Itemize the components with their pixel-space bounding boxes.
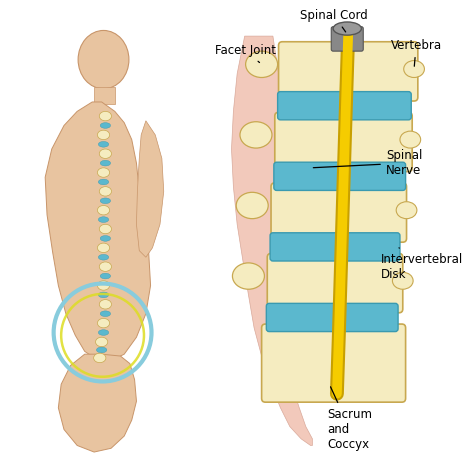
Ellipse shape	[99, 224, 111, 234]
Ellipse shape	[100, 198, 110, 204]
Ellipse shape	[96, 337, 108, 347]
Ellipse shape	[94, 353, 106, 363]
Polygon shape	[58, 354, 137, 452]
Ellipse shape	[97, 243, 109, 253]
Ellipse shape	[396, 202, 417, 219]
Text: Spinal
Nerve: Spinal Nerve	[313, 149, 422, 177]
FancyBboxPatch shape	[271, 183, 407, 242]
Ellipse shape	[97, 205, 109, 215]
FancyBboxPatch shape	[267, 254, 403, 313]
Ellipse shape	[98, 292, 109, 298]
Ellipse shape	[97, 168, 109, 177]
Ellipse shape	[392, 272, 413, 289]
Ellipse shape	[232, 263, 264, 289]
Ellipse shape	[98, 329, 109, 336]
Ellipse shape	[97, 130, 109, 139]
Ellipse shape	[98, 217, 109, 222]
Ellipse shape	[100, 235, 110, 241]
Polygon shape	[231, 36, 312, 446]
FancyBboxPatch shape	[270, 233, 400, 261]
Ellipse shape	[78, 30, 129, 89]
Polygon shape	[94, 87, 115, 104]
Ellipse shape	[99, 300, 111, 309]
Ellipse shape	[99, 187, 111, 196]
Ellipse shape	[97, 281, 109, 290]
Ellipse shape	[99, 262, 111, 271]
Ellipse shape	[98, 141, 109, 147]
Ellipse shape	[100, 311, 110, 316]
FancyBboxPatch shape	[275, 112, 412, 172]
Ellipse shape	[100, 273, 110, 279]
Ellipse shape	[98, 255, 109, 260]
Ellipse shape	[97, 347, 107, 353]
Ellipse shape	[240, 122, 272, 148]
Polygon shape	[137, 121, 164, 257]
Text: Vertebra: Vertebra	[391, 39, 442, 66]
FancyBboxPatch shape	[262, 324, 406, 402]
Ellipse shape	[100, 161, 110, 166]
Ellipse shape	[400, 131, 420, 148]
Ellipse shape	[333, 22, 361, 35]
FancyBboxPatch shape	[274, 162, 406, 190]
Polygon shape	[45, 102, 151, 361]
Text: Sacrum
and
Coccyx: Sacrum and Coccyx	[328, 387, 373, 451]
Ellipse shape	[99, 111, 111, 121]
FancyBboxPatch shape	[266, 303, 398, 332]
Ellipse shape	[99, 149, 111, 159]
FancyBboxPatch shape	[279, 42, 418, 101]
Text: Intervertebral
Disk: Intervertebral Disk	[381, 248, 464, 281]
Ellipse shape	[246, 51, 278, 78]
Ellipse shape	[100, 123, 110, 128]
Text: Facet Joint: Facet Joint	[215, 44, 275, 63]
FancyBboxPatch shape	[331, 27, 363, 51]
Ellipse shape	[98, 179, 109, 185]
FancyBboxPatch shape	[278, 92, 411, 120]
Ellipse shape	[97, 318, 109, 328]
Text: Spinal Cord: Spinal Cord	[300, 9, 368, 32]
Ellipse shape	[404, 60, 424, 78]
Ellipse shape	[236, 192, 268, 219]
